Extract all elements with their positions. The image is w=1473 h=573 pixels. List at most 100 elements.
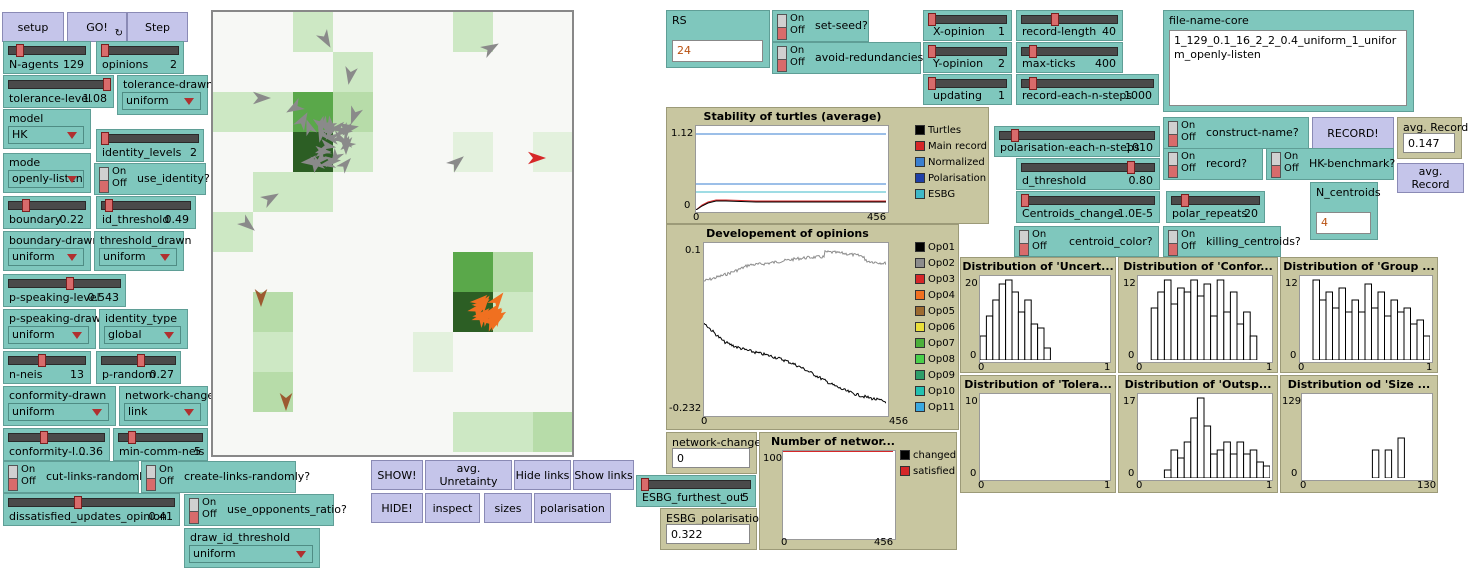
draw-id-threshold-chooser[interactable]: draw_id_threshold uniform <box>184 528 320 568</box>
setup-button[interactable]: setup <box>2 12 64 42</box>
hist-bar <box>1410 323 1418 361</box>
construct-name-switch[interactable]: On Off construct-name? <box>1163 117 1309 149</box>
threshold-drawn-chooser[interactable]: threshold_drawn uniform <box>94 231 192 271</box>
tolerance-drawn-chooser[interactable]: tolerance-drawn uniform <box>117 75 213 115</box>
model-chooser[interactable]: model HK <box>3 109 91 149</box>
agent-turtle[interactable] <box>322 131 340 145</box>
agent-turtle[interactable] <box>320 123 340 141</box>
network-change-chooser[interactable]: network-change link <box>119 386 214 426</box>
agent-turtle[interactable] <box>311 149 331 169</box>
n-centroids-field[interactable]: 4 <box>1316 212 1371 234</box>
agent-turtle[interactable] <box>283 98 305 118</box>
polarisation-button[interactable]: polarisation <box>534 493 611 523</box>
agent-turtle[interactable] <box>301 117 318 137</box>
killing-centroids-switch[interactable]: On Off killing_centroids? <box>1163 226 1301 257</box>
cut-links-randomly-switch[interactable]: On Off cut-links-randomly? <box>3 461 155 493</box>
agent-turtle[interactable] <box>254 289 268 307</box>
n-neis-slider[interactable]: n-neis 13 <box>3 351 91 384</box>
polar-repeats-slider[interactable]: polar_repeats 20 <box>1166 191 1265 223</box>
show-links-button[interactable]: Show links <box>573 460 634 490</box>
id-threshold-slider[interactable]: id_threshold 0.49 <box>96 196 196 229</box>
agent-turtle[interactable] <box>293 109 313 131</box>
updating-slider[interactable]: updating 1 <box>923 74 1012 105</box>
y-opinion-slider[interactable]: Y-opinion 2 <box>923 42 1012 73</box>
polarisation-each-n-steps-slider[interactable]: polarisation-each-n-steps 1010 <box>994 126 1160 157</box>
agent-turtle[interactable] <box>342 66 358 86</box>
agent-turtle[interactable] <box>253 91 271 105</box>
record-length-slider[interactable]: record-length 40 <box>1016 10 1123 41</box>
record-each-n-steps-slider[interactable]: record-each-n-steps 1000 <box>1016 74 1159 105</box>
avg-record-button[interactable]: avg. Record <box>1397 163 1464 193</box>
agent-turtle[interactable] <box>472 304 494 326</box>
avoid-redundancies-switch[interactable]: On Off avoid-redundancies? <box>772 42 929 74</box>
record-switch[interactable]: On Off record? <box>1163 148 1263 180</box>
hide-button[interactable]: HIDE! <box>371 493 423 523</box>
esbg-furthest-out-slider[interactable]: ESBG_furthest_out 5 <box>636 475 756 507</box>
hk-benchmark-switch[interactable]: On Off HK-benchmark? <box>1266 148 1395 180</box>
agent-turtle[interactable] <box>279 393 293 411</box>
agent-turtle[interactable] <box>528 151 546 165</box>
agent-turtle[interactable] <box>340 122 352 139</box>
p-random-slider[interactable]: p-random 0.27 <box>96 351 181 384</box>
agent-turtle[interactable] <box>313 124 330 143</box>
agent-turtle[interactable] <box>330 130 349 147</box>
set-seed-switch[interactable]: On Off set-seed? <box>772 10 869 42</box>
agent-turtle[interactable] <box>336 154 355 174</box>
use-identity-switch[interactable]: On Off use_identity? <box>94 163 210 195</box>
agent-turtle[interactable] <box>467 298 488 320</box>
hist-bar <box>1223 311 1231 361</box>
min-comm-neis-slider[interactable]: min-comm-neis 5 <box>113 428 208 461</box>
hist-bar <box>1377 291 1385 361</box>
agent-turtle[interactable] <box>319 139 337 153</box>
file-name-core-field[interactable]: 1_129_0.1_16_2_2_0.4_uniform_1_uniform_o… <box>1169 30 1407 106</box>
go-button[interactable]: GO! ↻ <box>67 12 127 42</box>
hide-links-button[interactable]: Hide links <box>514 460 571 490</box>
create-links-randomly-switch[interactable]: On Off create-links-randomly? <box>141 461 310 493</box>
x-opinion-slider[interactable]: X-opinion 1 <box>923 10 1012 41</box>
agent-turtle[interactable] <box>260 188 282 208</box>
hist-bar <box>1210 453 1218 479</box>
file-name-core-input[interactable]: file-name-core 1_129_0.1_16_2_2_0.4_unif… <box>1163 10 1414 112</box>
n-agents-slider[interactable]: N-agents 129 <box>3 41 91 74</box>
agent-turtle[interactable] <box>312 115 328 135</box>
agent-turtle[interactable] <box>487 307 510 327</box>
agent-turtle[interactable] <box>337 135 357 154</box>
n-centroids-input[interactable]: N_centroids 4 <box>1310 182 1381 240</box>
conformity-drawn-chooser[interactable]: conformity-drawn uniform <box>3 386 116 426</box>
inspect-button[interactable]: inspect <box>425 493 480 523</box>
tolerance-level-slider[interactable]: tolerance-level 1.08 <box>3 75 114 108</box>
agent-turtle[interactable] <box>309 154 326 173</box>
mode-chooser[interactable]: mode openly-listen <box>3 153 91 193</box>
max-ticks-slider[interactable]: max-ticks 400 <box>1016 42 1123 73</box>
identity-type-chooser[interactable]: identity_type global <box>99 309 188 349</box>
opinions-slider[interactable]: opinions 2 <box>96 41 184 74</box>
network-plot: Number of networ... 100 0 456 changed sat… <box>759 432 957 550</box>
agent-turtle[interactable] <box>324 155 342 168</box>
rs-input-field[interactable]: 24 <box>672 40 763 62</box>
centroid-color-switch[interactable]: On Off centroid_color? <box>1014 226 1159 257</box>
p-speaking-drawn-chooser[interactable]: p-speaking-drawn uniform <box>3 309 108 349</box>
identity-levels-slider[interactable]: identity_levels 2 <box>96 129 204 162</box>
d-threshold-slider[interactable]: d_threshold 0.80 <box>1016 158 1160 190</box>
show-button[interactable]: SHOW! <box>371 460 423 490</box>
agent-turtle[interactable] <box>345 105 363 126</box>
rs-input[interactable]: RS 24 <box>666 10 770 68</box>
step-button[interactable]: Step <box>127 12 188 42</box>
dissatisfied-updates-opinion-slider[interactable]: dissatisfied_updates_opinion 0.41 <box>3 493 180 526</box>
use-opponents-ratio-switch[interactable]: On Off use_opponents_ratio? <box>184 494 347 526</box>
agent-turtle[interactable] <box>487 289 508 311</box>
p-speaking-level-slider[interactable]: p-speaking-level 0.543 <box>3 274 126 307</box>
agent-turtle[interactable] <box>237 214 259 235</box>
avg-unretainty-button[interactable]: avg. Unretainty <box>425 460 512 490</box>
world-view[interactable] <box>211 10 574 457</box>
agent-turtle[interactable] <box>446 151 468 173</box>
agent-turtle[interactable] <box>480 38 502 58</box>
conformity-level-slider[interactable]: conformity-l... 0.36 <box>3 428 110 461</box>
sizes-button[interactable]: sizes <box>484 493 532 523</box>
agent-turtle[interactable] <box>316 29 336 51</box>
boundary-slider[interactable]: boundary 0.22 <box>3 196 91 229</box>
centroids-change-slider[interactable]: Centroids_change 1.0E-5 <box>1016 191 1160 223</box>
record-button[interactable]: RECORD! <box>1312 117 1394 149</box>
agent-turtle[interactable] <box>315 115 333 134</box>
boundary-drawn-chooser[interactable]: boundary-drawn uniform <box>3 231 99 271</box>
